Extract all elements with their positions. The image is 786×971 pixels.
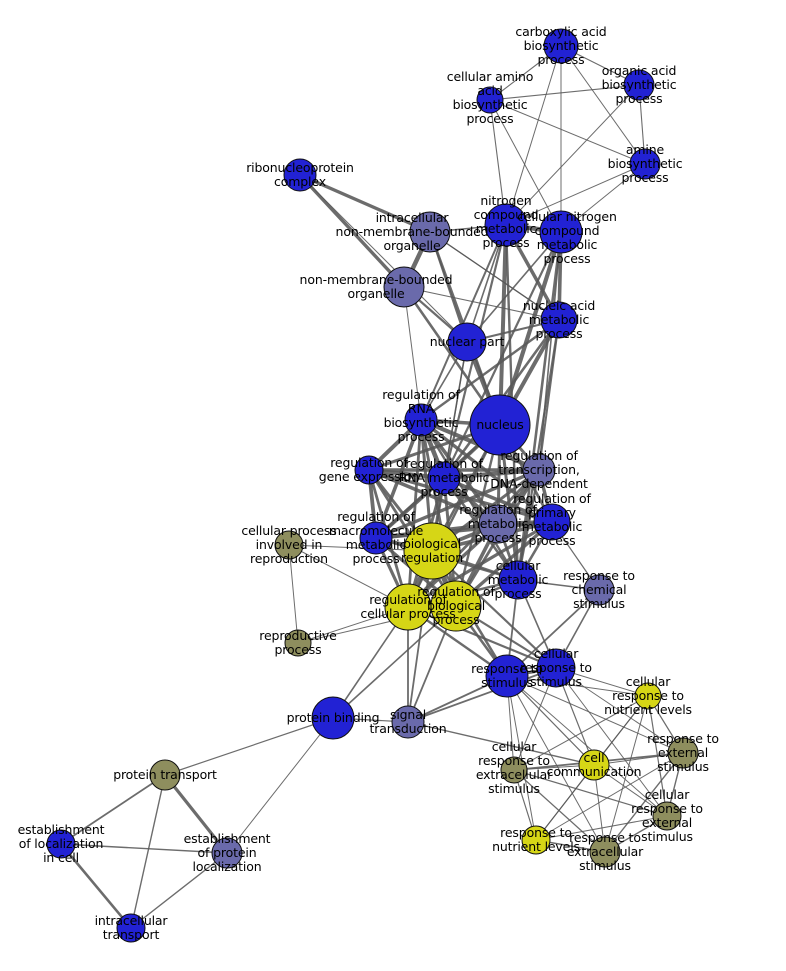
- node-layer: [46, 28, 699, 943]
- graph-node-biological-regulation[interactable]: [403, 522, 461, 580]
- graph-node-reproductive-process[interactable]: [284, 629, 312, 657]
- graph-node-regulation-of-metabolic-process[interactable]: [478, 504, 518, 544]
- graph-edge: [60, 843, 228, 854]
- graph-edge: [506, 675, 684, 754]
- graph-edge: [407, 721, 595, 766]
- graph-node-regulation-of-primary-metabolic-process[interactable]: [533, 503, 571, 541]
- graph-edge: [59, 842, 133, 930]
- graph-node-intracellular-non-membrane-bounded-organelle[interactable]: [409, 211, 451, 253]
- graph-edge: [407, 667, 557, 723]
- graph-node-cellular-metabolic-process[interactable]: [498, 560, 538, 600]
- graph-node-response-to-chemical-stimulus[interactable]: [583, 574, 615, 606]
- graph-edge: [406, 605, 558, 670]
- graph-node-response-to-stimulus[interactable]: [485, 654, 529, 698]
- graph-node-regulation-of-cellular-process[interactable]: [384, 583, 432, 631]
- graph-node-regulation-of-biological-process[interactable]: [430, 580, 482, 632]
- graph-edge: [429, 231, 560, 321]
- graph-edge: [406, 418, 423, 609]
- graph-edge: [332, 605, 457, 719]
- graph-edge: [367, 468, 554, 524]
- graph-edge: [403, 286, 560, 321]
- graph-node-response-to-nutrient-levels[interactable]: [521, 825, 551, 855]
- graph-node-intracellular-transport[interactable]: [116, 913, 146, 943]
- graph-node-protein-transport[interactable]: [149, 759, 181, 791]
- graph-edge: [513, 695, 649, 771]
- graph-node-cellular-process-involved-in-reproduction[interactable]: [274, 530, 304, 560]
- graph-edge: [489, 99, 646, 165]
- graph-edge: [555, 667, 684, 754]
- graph-node-carboxylic-acid-biosynthetic-process[interactable]: [543, 28, 579, 64]
- graph-node-nitrogen-compound-metabolic-process[interactable]: [484, 203, 528, 247]
- graph-node-protein-binding[interactable]: [311, 696, 355, 740]
- graph-edge: [60, 774, 166, 845]
- graph-node-cellular-response-to-nutrient-levels[interactable]: [634, 682, 662, 710]
- graph-edge: [489, 84, 640, 101]
- graph-node-response-to-external-stimulus[interactable]: [667, 737, 699, 769]
- graph-node-cellular-response-to-stimulus[interactable]: [536, 648, 576, 688]
- graph-edge: [226, 717, 334, 854]
- graph-edge: [288, 544, 299, 644]
- graph-edge: [505, 163, 646, 226]
- graph-node-regulation-of-rna-biosynthetic-process[interactable]: [404, 403, 438, 437]
- graph-edge: [513, 769, 668, 817]
- graph-node-cellular-nitrogen-compound-metabolic-process[interactable]: [539, 210, 583, 254]
- graph-edge: [535, 815, 668, 841]
- graph-edge: [130, 852, 228, 929]
- graph-edge: [419, 318, 561, 422]
- graph-edge: [535, 764, 595, 841]
- graph-node-cellular-amino-acid-biosynthetic-process[interactable]: [476, 86, 504, 114]
- graph-edge: [298, 173, 406, 289]
- graph-edge: [604, 695, 649, 853]
- graph-node-signal-transduction[interactable]: [391, 705, 425, 739]
- graph-edge: [130, 774, 166, 929]
- graph-edge: [498, 223, 508, 427]
- graph-edge: [506, 675, 606, 853]
- graph-node-non-membrane-bounded-organelle[interactable]: [383, 266, 425, 308]
- graph-edge: [163, 773, 229, 855]
- graph-edge: [406, 520, 554, 609]
- graph-edge: [505, 45, 562, 226]
- graph-edge: [506, 675, 537, 841]
- graph-node-establishment-of-localization-in-cell[interactable]: [46, 829, 76, 859]
- graph-node-amine-biosynthetic-process[interactable]: [629, 148, 661, 180]
- graph-node-regulation-of-gene-expression[interactable]: [354, 455, 384, 485]
- graph-edge: [407, 550, 433, 723]
- graph-edge: [513, 769, 606, 853]
- graph-node-response-to-extracellular-stimulus[interactable]: [589, 836, 621, 868]
- graph-edge: [299, 174, 468, 343]
- graph-node-nuclear-part[interactable]: [447, 322, 487, 362]
- graph-edge: [403, 286, 422, 421]
- graph-edge: [298, 173, 432, 234]
- graph-node-regulation-of-rna-metabolic-process[interactable]: [427, 461, 461, 495]
- graph-node-nucleus[interactable]: [469, 394, 531, 456]
- graph-edge: [505, 84, 640, 226]
- graph-node-cell-communication[interactable]: [578, 749, 610, 781]
- graph-node-regulation-of-macromolecule-metabolic-process[interactable]: [359, 521, 393, 555]
- graph-node-establishment-of-protein-localization[interactable]: [211, 837, 243, 869]
- graph-node-nucleic-acid-metabolic-process[interactable]: [540, 301, 578, 339]
- graph-edge: [604, 752, 684, 853]
- graph-edge: [497, 229, 564, 428]
- graph-edge: [374, 468, 541, 540]
- graph-edge: [419, 418, 500, 526]
- graph-edge: [489, 99, 562, 233]
- graph-edge: [506, 675, 649, 697]
- graph-edge: [535, 752, 684, 841]
- graph-node-regulation-of-transcription-dna-dependent[interactable]: [522, 453, 556, 487]
- graph-node-organic-acid-biosynthetic-process[interactable]: [623, 69, 655, 101]
- edge-layer: [59, 45, 684, 930]
- graph-edge: [560, 45, 646, 165]
- graph-edge: [164, 717, 334, 776]
- graph-edge: [466, 231, 562, 343]
- graph-node-ribonucleoprotein-complex[interactable]: [283, 158, 317, 192]
- graph-node-cellular-response-to-external-stimulus[interactable]: [652, 801, 682, 831]
- graph-edge: [367, 468, 500, 526]
- graph-node-cellular-response-to-extracellular-stimulus[interactable]: [500, 756, 528, 784]
